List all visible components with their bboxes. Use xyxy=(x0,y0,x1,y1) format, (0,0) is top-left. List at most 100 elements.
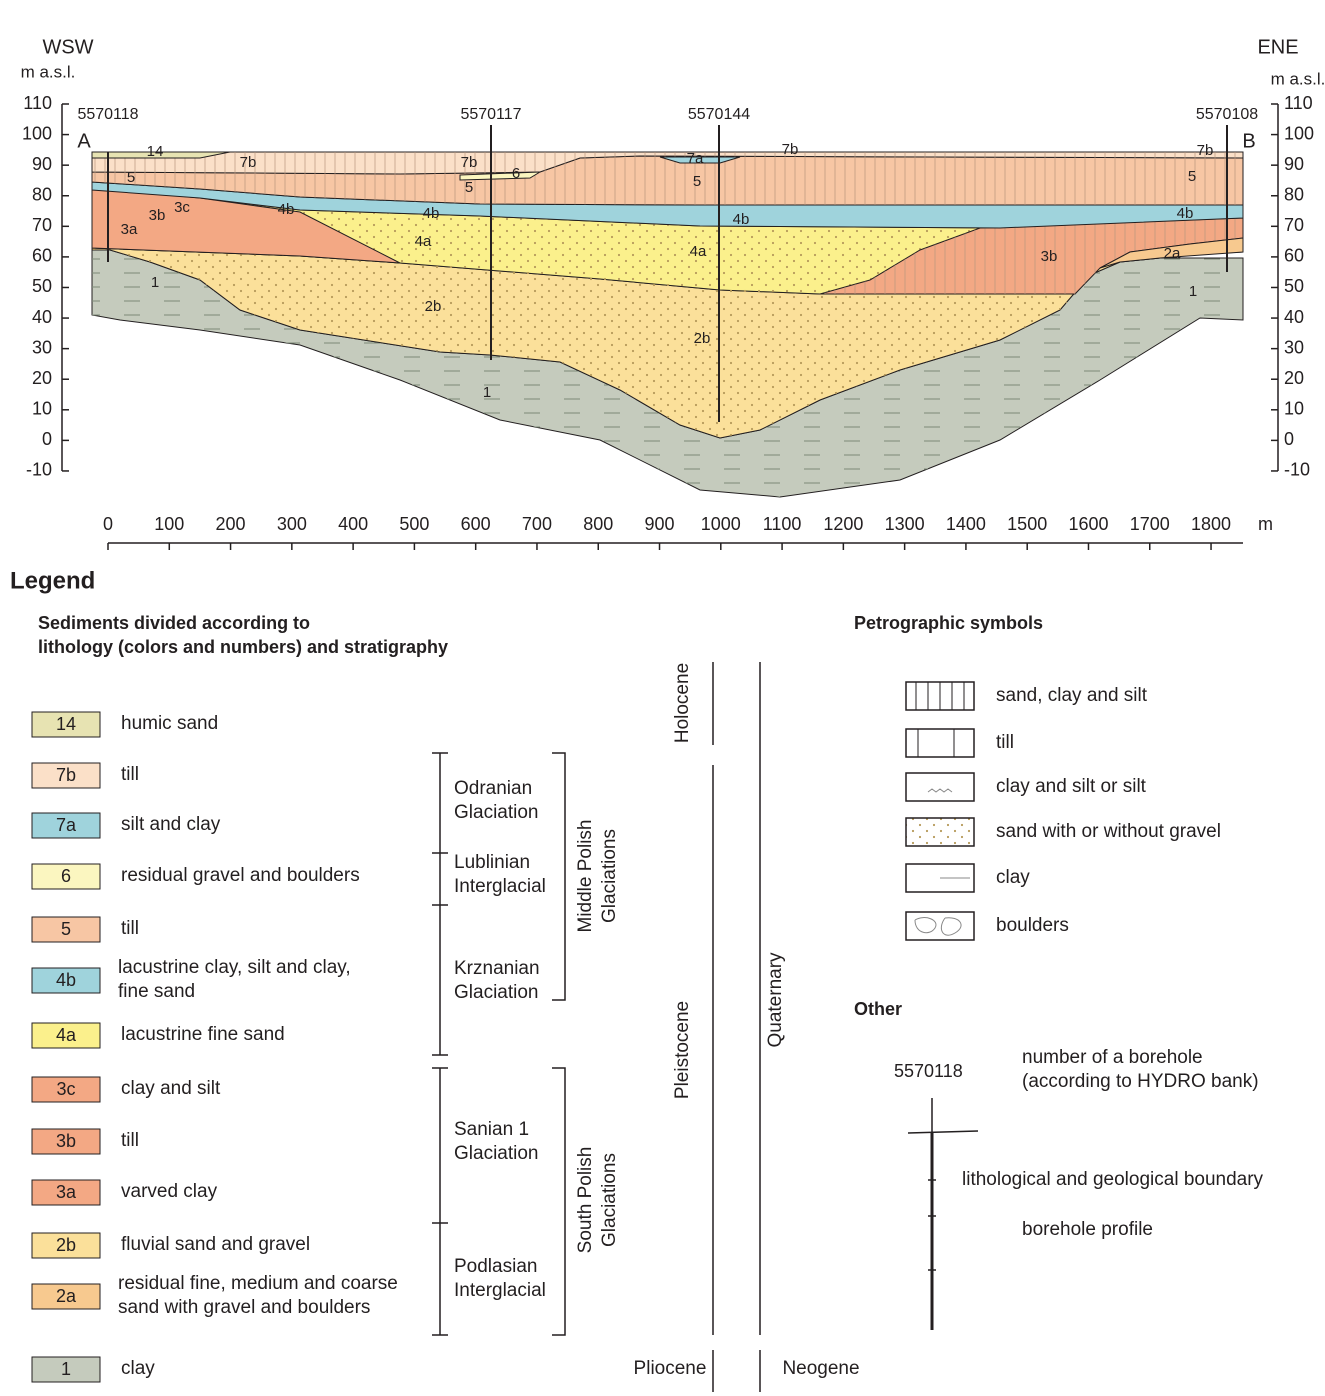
unit-code: 4a xyxy=(56,1025,77,1045)
y-tick-label: 80 xyxy=(32,184,52,204)
x-tick-label: 300 xyxy=(277,514,307,534)
borehole-number: 5570108 xyxy=(1196,106,1258,123)
x-tick-label: 400 xyxy=(338,514,368,534)
layer-label: 7b xyxy=(240,154,257,171)
legend-heading: Sediments divided according to xyxy=(38,613,310,633)
unit-description: sand with gravel and boulders xyxy=(118,1297,370,1318)
x-tick-label: 1200 xyxy=(823,514,863,534)
stage-label: Interglacial xyxy=(454,876,546,897)
layer-label: 2a xyxy=(1164,245,1181,262)
x-tick-label: 1500 xyxy=(1007,514,1047,534)
stage-label: Glaciation xyxy=(454,1143,539,1164)
stage-brackets xyxy=(432,753,448,1335)
y-tick-label: 40 xyxy=(1284,307,1304,327)
x-tick-label: 500 xyxy=(399,514,429,534)
legend-heading: lithology (colors and numbers) and strat… xyxy=(38,637,448,657)
x-unit: m xyxy=(1258,514,1273,534)
layer-label: 14 xyxy=(147,143,164,160)
borehole-number: 5570144 xyxy=(688,106,750,123)
layer-label: 1 xyxy=(151,274,159,291)
y-tick-label: 80 xyxy=(1284,184,1304,204)
layer-label: 3b xyxy=(1041,248,1058,265)
x-tick-label: 1400 xyxy=(946,514,986,534)
y-tick-label: 60 xyxy=(32,246,52,266)
unit-description: till xyxy=(121,1130,139,1151)
unit-description: fluvial sand and gravel xyxy=(121,1234,310,1255)
series-label: Pleistocene xyxy=(672,1001,693,1099)
symbol-label: clay and silt or silt xyxy=(996,776,1147,797)
layer-label: 4b xyxy=(423,205,440,222)
group-label-line: Middle Polish xyxy=(575,820,596,933)
borehole-number: 5570118 xyxy=(77,106,138,123)
x-tick-label: 0 xyxy=(103,514,113,534)
symbol-label: sand, clay and silt xyxy=(996,685,1148,706)
x-tick-label: 200 xyxy=(216,514,246,534)
y-tick-label: 110 xyxy=(1284,93,1313,113)
stage-label: Glaciation xyxy=(454,802,539,823)
layer-label: 7a xyxy=(687,150,704,167)
stage-label: Sanian 1 xyxy=(454,1119,529,1140)
system-label: Neogene xyxy=(782,1358,859,1379)
layer-label: 3c xyxy=(174,199,190,216)
y-tick-label: 60 xyxy=(1284,246,1304,266)
other-note: (according to HYDRO bank) xyxy=(1022,1071,1259,1092)
layer-label: 5 xyxy=(693,173,701,190)
symbol-lines xyxy=(916,682,964,710)
symbol-label: clay xyxy=(996,867,1030,888)
y-tick-label: 100 xyxy=(22,123,52,143)
y-unit: m a.s.l. xyxy=(21,62,76,81)
layer-label: 4b xyxy=(1177,205,1194,222)
y-tick-label: 70 xyxy=(32,215,52,235)
x-tick-label: 900 xyxy=(644,514,674,534)
other-note: borehole profile xyxy=(1022,1219,1153,1240)
unit-code: 3c xyxy=(56,1079,75,1099)
symbol-box xyxy=(906,729,974,757)
layer-label: 7b xyxy=(1197,142,1214,159)
unit-description: lacustrine clay, silt and clay, xyxy=(118,957,351,978)
direction-label: ENE xyxy=(1257,36,1298,58)
unit-description: clay xyxy=(121,1358,155,1379)
symbol-boulders xyxy=(915,918,961,936)
unit-code: 3b xyxy=(56,1131,76,1151)
unit-code: 7a xyxy=(56,815,77,835)
unit-code: 7b xyxy=(56,765,76,785)
x-tick-label: 1300 xyxy=(885,514,925,534)
x-tick-label: 600 xyxy=(461,514,491,534)
layer-label: 3b xyxy=(149,207,166,224)
group-brackets xyxy=(552,753,565,1335)
unit-code: 1 xyxy=(61,1359,71,1379)
y-tick-label: -10 xyxy=(26,460,52,480)
symbol-lines xyxy=(918,729,954,757)
legend-heading: Other xyxy=(854,999,902,1019)
y-tick-label: 0 xyxy=(1284,429,1294,449)
y-tick-label: 90 xyxy=(1284,154,1304,174)
y-tick-label: -10 xyxy=(1284,460,1310,480)
unit-description: till xyxy=(121,918,139,939)
unit-description: silt and clay xyxy=(121,814,221,835)
x-tick-label: 700 xyxy=(522,514,552,534)
borehole-example xyxy=(908,1098,978,1330)
x-tick-label: 1600 xyxy=(1068,514,1108,534)
unit-code: 2b xyxy=(56,1235,76,1255)
other-note: number of a borehole xyxy=(1022,1047,1203,1068)
group-label-line: South Polish xyxy=(575,1147,596,1254)
unit-description: varved clay xyxy=(121,1181,218,1202)
stage-label: Glaciation xyxy=(454,982,539,1003)
stage-label: Odranian xyxy=(454,778,532,799)
group-label-line: Glaciations xyxy=(599,829,620,923)
layer-label: 6 xyxy=(512,165,520,182)
unit-code: 3a xyxy=(56,1182,77,1202)
unit-code: 14 xyxy=(56,714,76,734)
section-end: B xyxy=(1242,130,1255,152)
stage-label: Podlasian xyxy=(454,1256,537,1277)
layer-label: 3a xyxy=(121,221,138,238)
y-tick-label: 10 xyxy=(32,399,52,419)
layer-label: 2b xyxy=(425,298,442,315)
unit-description: clay and silt xyxy=(121,1078,221,1099)
stage-label: Interglacial xyxy=(454,1280,546,1301)
x-tick-label: 100 xyxy=(154,514,184,534)
direction-label: WSW xyxy=(42,36,93,58)
y-tick-label: 50 xyxy=(32,276,52,296)
legend-title: Legend xyxy=(10,567,95,594)
